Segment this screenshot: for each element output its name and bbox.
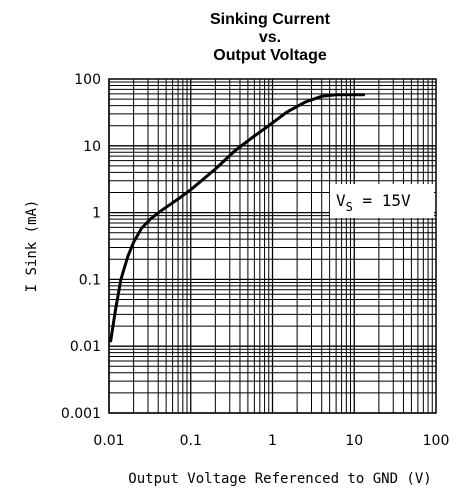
y-axis-label: I Sink (mA) xyxy=(24,200,40,293)
y-tick-label: 0.001 xyxy=(61,406,101,422)
chart-title: Sinking Current vs. Output Voltage xyxy=(210,11,331,64)
annotation-text: VS = 15V xyxy=(336,191,411,214)
x-tick-label: 0.01 xyxy=(93,433,124,449)
plot-frame xyxy=(108,78,437,414)
annotation-sub: S xyxy=(346,200,353,214)
x-tick-label: 0.1 xyxy=(180,433,202,449)
grid xyxy=(108,79,436,414)
annotation-main: V xyxy=(336,191,346,210)
x-axis-label: Output Voltage Referenced to GND (V) xyxy=(128,471,431,487)
title-line-2: vs. xyxy=(259,29,281,46)
annotation-rest: = 15V xyxy=(353,191,411,210)
y-tick-label: 1 xyxy=(92,206,101,222)
title-line-3: Output Voltage xyxy=(213,47,327,64)
y-tick-label: 100 xyxy=(74,72,101,88)
y-tick-label: 0.1 xyxy=(79,272,101,288)
vs-annotation: VS = 15V xyxy=(330,184,434,218)
x-tick-label: 1 xyxy=(268,433,277,449)
y-tick-label: 0.01 xyxy=(70,339,101,355)
x-tick-label: 100 xyxy=(423,433,450,449)
x-tick-label: 10 xyxy=(345,433,363,449)
y-tick-label: 10 xyxy=(83,139,101,155)
annotation-box xyxy=(330,184,434,218)
title-line-1: Sinking Current xyxy=(210,11,331,28)
y-tick-labels: 100 10 1 0.1 0.01 0.001 xyxy=(61,72,101,422)
series-line xyxy=(109,93,366,343)
x-tick-labels: 0.01 0.1 1 10 100 xyxy=(93,433,449,449)
